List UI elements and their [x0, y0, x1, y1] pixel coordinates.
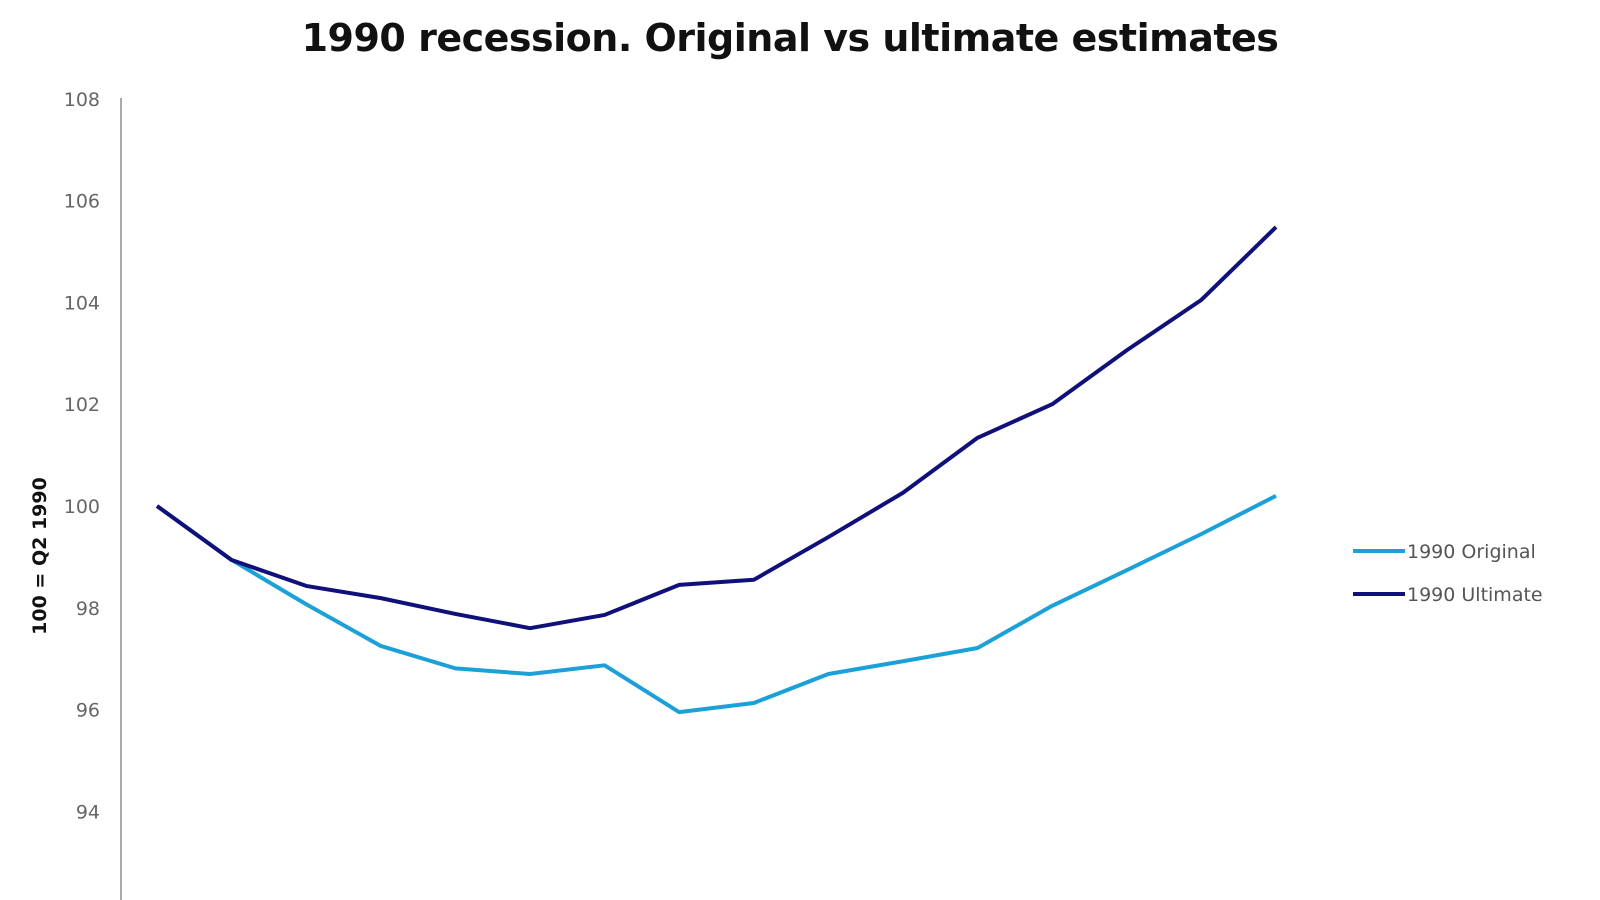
legend-label: 1990 Original	[1407, 541, 1536, 563]
y-tick-label: 96	[76, 700, 100, 722]
y-tick-label: 108	[64, 89, 100, 111]
series-line-original	[155, 494, 1277, 715]
chart-title: 1990 recession. Original vs ultimate est…	[301, 16, 1279, 60]
legend-label: 1990 Ultimate	[1407, 584, 1543, 606]
y-tick-label: 94	[76, 801, 100, 823]
y-tick-label: 102	[64, 394, 100, 416]
y-tick-label: 98	[76, 598, 100, 620]
y-tick-label: 106	[64, 191, 100, 213]
series-line-ultimate	[155, 225, 1278, 631]
y-tick-label: 100	[64, 496, 100, 518]
y-tick-label: 104	[64, 292, 100, 314]
